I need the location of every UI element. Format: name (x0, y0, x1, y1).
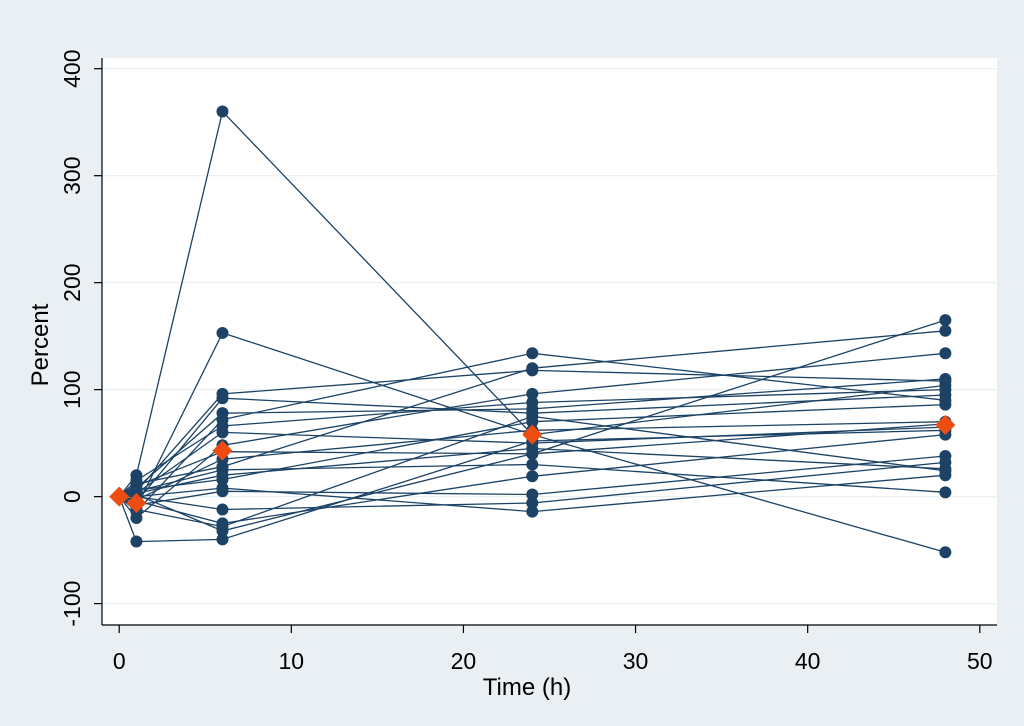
mean-marker (522, 424, 543, 445)
data-point (526, 447, 539, 460)
data-point (216, 520, 229, 533)
data-point (526, 410, 539, 423)
data-point (526, 470, 539, 483)
x-tick-label: 40 (795, 648, 821, 674)
x-axis-label: Time (h) (483, 674, 571, 701)
axis-ticks: -100 0 100 200 300 400 0 10 20 30 40 50 (59, 50, 993, 674)
data-point (939, 372, 952, 385)
mean-marker (212, 440, 233, 461)
data-point (939, 398, 952, 411)
x-tick-label: 30 (623, 648, 649, 674)
data-point (216, 503, 229, 516)
data-point (526, 488, 539, 501)
data-point (939, 546, 952, 559)
data-point (939, 324, 952, 337)
data-point (216, 326, 229, 339)
gridlines (102, 68, 997, 605)
data-point (526, 362, 539, 375)
data-point (526, 458, 539, 471)
y-axis-label: Percent (27, 303, 54, 386)
data-point (216, 105, 229, 118)
data-point (216, 533, 229, 546)
mean-marker (126, 493, 147, 514)
mean-marker (935, 414, 956, 435)
y-tick-label: 200 (59, 263, 85, 301)
data-point (939, 314, 952, 327)
data-point (526, 396, 539, 409)
y-tick-label: 0 (59, 490, 85, 503)
y-tick-label: 400 (59, 50, 85, 88)
x-tick-label: 20 (451, 648, 477, 674)
data-point (130, 512, 143, 525)
data-point (939, 347, 952, 360)
data-point (526, 387, 539, 400)
data-point (216, 392, 229, 405)
y-tick-label: 300 (59, 156, 85, 194)
data-point (939, 456, 952, 469)
data-point (526, 497, 539, 510)
x-tick-label: 10 (279, 648, 305, 674)
data-point (216, 473, 229, 486)
mean-marker (109, 486, 130, 507)
data-point (216, 482, 229, 495)
data-point (216, 463, 229, 476)
y-tick-label: -100 (59, 581, 85, 627)
data-point (526, 347, 539, 360)
mean-markers (109, 414, 956, 514)
x-tick-label: 0 (113, 648, 126, 674)
data-point (130, 535, 143, 548)
y-tick-label: 100 (59, 370, 85, 408)
data-point (939, 469, 952, 482)
data-point (939, 486, 952, 499)
data-point (939, 383, 952, 396)
x-tick-label: 50 (967, 648, 993, 674)
plot-area (102, 58, 997, 625)
data-point (526, 505, 539, 518)
data-point (216, 426, 229, 439)
